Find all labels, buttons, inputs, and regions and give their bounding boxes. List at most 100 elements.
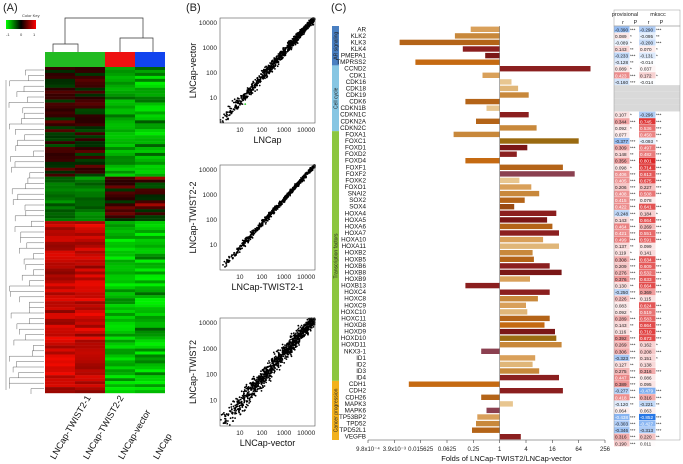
- table-cell-bg: [614, 197, 630, 204]
- data-point: [254, 388, 257, 390]
- heatmap-cell: [75, 135, 105, 139]
- data-point: [277, 358, 280, 361]
- data-point: [240, 396, 243, 399]
- heatmap-cell: [105, 286, 135, 290]
- table-cell: **: [630, 284, 634, 289]
- table-cell: ***: [656, 218, 662, 223]
- heatmap-cell: [105, 99, 135, 103]
- data-point: [236, 405, 239, 408]
- table-cell: ***: [630, 356, 636, 361]
- data-point: [220, 418, 222, 421]
- heatmap-cell: [75, 230, 105, 234]
- data-point: [258, 375, 261, 377]
- data-point: [276, 65, 279, 68]
- heatmap-cell: [105, 292, 135, 296]
- data-point: [279, 349, 282, 352]
- heatmap-cell: [45, 96, 75, 100]
- heatmap-cell: [105, 138, 135, 142]
- heatmap-cell: [105, 230, 135, 234]
- table-cell: ***: [630, 224, 636, 229]
- table-cell: 0.591: [640, 238, 652, 243]
- heatmap-cell: [45, 141, 75, 145]
- x-tick-label: 0.0625: [438, 447, 457, 453]
- table-cell-bg: [639, 157, 656, 164]
- heatmap-cell: [135, 99, 165, 103]
- dendrogram-branch: [20, 231, 44, 238]
- table-cell-bg: [639, 289, 656, 296]
- table-cell-bg: [614, 427, 630, 434]
- data-point: [226, 422, 229, 425]
- table-cell-bg: [614, 32, 630, 39]
- data-point: [295, 339, 298, 342]
- heatmap-cell: [75, 111, 105, 115]
- dendrogram-branch: [10, 291, 44, 297]
- data-point: [297, 327, 300, 330]
- heatmap-cell: [75, 147, 105, 151]
- heatmap-cell: [75, 307, 105, 311]
- heatmap-cell: [75, 206, 105, 210]
- bar: [472, 427, 500, 433]
- data-point: [286, 349, 289, 352]
- table-cell-bg: [614, 223, 630, 230]
- data-point: [253, 385, 256, 388]
- dendrogram-branch: [19, 296, 44, 303]
- heatmap-cell: [75, 212, 105, 216]
- data-point: [291, 338, 294, 341]
- data-point: [230, 112, 233, 115]
- data-point: [285, 52, 287, 55]
- data-point: [239, 100, 242, 103]
- data-point: [309, 328, 312, 331]
- heatmap-cell: [75, 203, 105, 207]
- table-cell: ***: [630, 336, 636, 341]
- table-cell: 0.464: [615, 224, 627, 229]
- gene-label: FOXC1: [345, 138, 366, 145]
- data-point: [290, 48, 293, 51]
- dendrogram-branch: [29, 307, 44, 313]
- table-cell: ***: [656, 389, 662, 394]
- heatmap-cell: [45, 84, 75, 88]
- heatmap-cell: [105, 147, 135, 151]
- dendrogram-branch: [14, 161, 44, 168]
- table-cell-bg: [614, 111, 630, 118]
- table-cell: *: [630, 330, 632, 335]
- table-cell-bg: [639, 269, 656, 276]
- data-point: [244, 97, 247, 100]
- table-cell: ***: [630, 198, 636, 203]
- y-axis-label: LNCap-TWIST2-2: [188, 181, 198, 253]
- table-cell-bg: [614, 328, 630, 335]
- data-point: [301, 335, 304, 337]
- table-cell-bg: [614, 124, 630, 131]
- heatmap-cell: [105, 312, 135, 317]
- table-cell: -0.390: [615, 27, 628, 32]
- heatmap-cell: [135, 105, 165, 109]
- heatmap-cell: [45, 259, 75, 263]
- heatmap-cell: [75, 268, 105, 272]
- heatmap-cell: [75, 126, 105, 130]
- data-point: [265, 221, 267, 224]
- table-cell: 0.714: [640, 165, 652, 170]
- gene-label: TPD52L1: [339, 427, 366, 434]
- table-cell-bg: [614, 203, 630, 210]
- data-point: [229, 410, 232, 412]
- data-point: [238, 402, 241, 405]
- heatmap-cell: [135, 67, 165, 71]
- data-point: [261, 223, 264, 226]
- dendrogram-branch: [23, 258, 44, 265]
- heatmap-cell: [75, 375, 105, 379]
- data-point: [302, 329, 305, 332]
- heatmap-cell: [105, 132, 135, 136]
- table-cell-bg: [614, 420, 630, 427]
- table-cell-bg: [614, 387, 630, 394]
- data-point: [232, 101, 235, 104]
- dendrogram-branch: [25, 210, 44, 216]
- data-point: [285, 356, 288, 358]
- bar: [499, 263, 550, 269]
- table-cell-bg: [614, 229, 630, 237]
- heatmap-cell: [105, 102, 135, 106]
- color-key-title: Color Key: [22, 13, 40, 18]
- gene-label: HOXB6: [345, 263, 367, 270]
- table-cell: -0.346: [615, 428, 628, 433]
- heatmap-cell: [45, 224, 75, 228]
- data-point: [288, 340, 291, 343]
- data-point: [249, 238, 252, 241]
